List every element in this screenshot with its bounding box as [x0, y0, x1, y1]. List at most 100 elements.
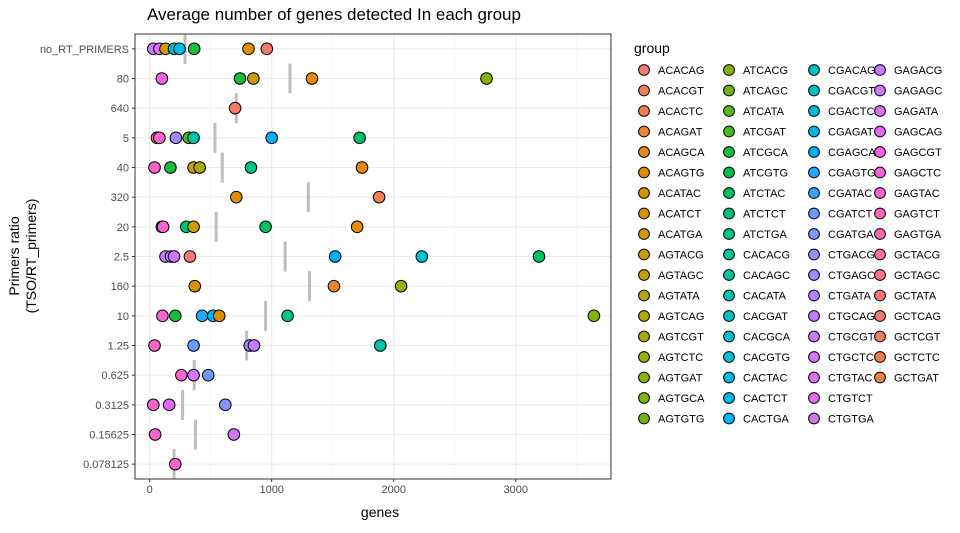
data-point: [260, 42, 274, 56]
legend-key: [723, 146, 735, 158]
data-point: [230, 190, 243, 204]
legend-label: AGTCAG: [658, 311, 704, 323]
legend-label: GAGCGT: [894, 147, 942, 159]
legend-key: [638, 187, 650, 199]
legend-key: [638, 392, 650, 404]
legend-key: [723, 125, 735, 138]
legend-key: [874, 105, 886, 117]
legend-label: ACACGT: [658, 86, 704, 98]
legend-key: [808, 146, 820, 158]
x-tick-labels: 0 1000 2000 3000: [147, 479, 528, 496]
data-point: [187, 339, 200, 352]
mean-marks-layer: [172, 33, 312, 480]
y-tick-label: 0.3125: [95, 400, 129, 412]
x-tick-label: 2000: [382, 484, 406, 496]
y-tick-label: 320: [111, 192, 129, 204]
legend-key: [723, 289, 735, 302]
legend-label: ATCGAT: [743, 127, 786, 139]
data-point: [148, 339, 161, 352]
legend-key: [638, 371, 650, 384]
data-point: [187, 131, 200, 145]
legend-key: [874, 289, 886, 302]
data-point: [167, 250, 181, 263]
legend-label: AGTGAT: [658, 373, 703, 385]
chart-title: Average number of genes detected In each…: [147, 5, 521, 24]
data-point: [353, 131, 366, 145]
y-tick-label: 1.25: [108, 341, 129, 353]
legend-key: [723, 187, 735, 199]
legend-label: ACAGCA: [658, 147, 705, 159]
legend-key: [723, 207, 735, 220]
legend-label: GCTACG: [894, 250, 940, 262]
data-point: [247, 339, 261, 352]
legend-label: CTGTAC: [828, 373, 872, 385]
data-point: [187, 220, 200, 234]
legend-key: [638, 310, 650, 322]
data-point: [183, 250, 197, 263]
legend-label: ATCTGA: [743, 229, 787, 241]
data-point: [173, 42, 186, 56]
legend-key: [723, 310, 735, 322]
legend-label: CACTAC: [743, 373, 787, 385]
legend-key: [874, 330, 886, 343]
data-point: [587, 309, 601, 323]
data-point: [156, 220, 170, 234]
legend-key: [638, 146, 650, 158]
legend-key: [808, 330, 820, 343]
legend-key: [808, 412, 820, 425]
y-axis-label: Primers ratio (TSO/RT_primers): [6, 199, 39, 314]
data-point: [188, 279, 202, 293]
legend-label: GAGTGA: [894, 229, 942, 241]
legend-key: [638, 105, 650, 117]
data-point: [265, 131, 278, 145]
y-tick-label: 2.5: [114, 252, 129, 264]
legend-key: [874, 84, 886, 97]
legend-key: [808, 289, 820, 302]
legend-label: GCTGAT: [894, 373, 939, 385]
data-point: [195, 309, 209, 323]
legend-key: [723, 166, 735, 179]
data-point: [156, 309, 169, 323]
data-point: [153, 131, 166, 145]
y-axis-label-line-2: (TSO/RT_primers): [23, 199, 39, 314]
legend-label: ACACTC: [658, 106, 703, 118]
legend-key: [808, 187, 820, 199]
data-point: [168, 457, 182, 471]
legend-key: [808, 166, 820, 179]
legend-key: [638, 64, 650, 76]
legend-label: CGACGT: [828, 86, 875, 98]
legend-label: CTGCGT: [828, 332, 875, 344]
legend-label: CTGACG: [828, 250, 875, 262]
data-point: [187, 42, 201, 56]
legend-label: AGTGTG: [658, 414, 704, 426]
legend-key: [638, 289, 650, 302]
data-point: [244, 161, 258, 174]
points-layer: [147, 42, 601, 471]
y-tick-label: 20: [117, 222, 129, 234]
data-point: [328, 250, 342, 263]
y-tick-label: 0.078125: [83, 459, 129, 471]
legend-key: [808, 371, 820, 384]
legend-key: [723, 248, 735, 261]
legend-key: [723, 84, 735, 97]
legend-label: CACACG: [743, 250, 790, 262]
data-point: [201, 368, 215, 382]
data-point: [162, 398, 176, 412]
legend-label: GAGTAC: [894, 188, 940, 200]
legend-label: CGATAC: [828, 188, 872, 200]
y-tick-label: 0.625: [101, 370, 129, 382]
data-point: [228, 101, 242, 115]
legend-label: GCTAGC: [894, 270, 940, 282]
legend-key: [874, 207, 886, 220]
legend-label: ACACAG: [658, 65, 704, 77]
legend-label: ATCACG: [743, 65, 788, 77]
legend-key: [723, 392, 735, 404]
legend: ACACAG ACACGT ACACTC ACAGAT ACAGCA ACAGTG ACAT…: [638, 64, 942, 426]
legend-label: CTGATA: [828, 291, 872, 303]
data-point: [169, 131, 183, 145]
y-tick-label: 640: [111, 103, 129, 115]
y-tick-label: 80: [117, 74, 129, 86]
y-tick-label: 10: [117, 311, 129, 323]
data-point: [247, 72, 260, 85]
legend-label: CACGTG: [743, 352, 790, 364]
